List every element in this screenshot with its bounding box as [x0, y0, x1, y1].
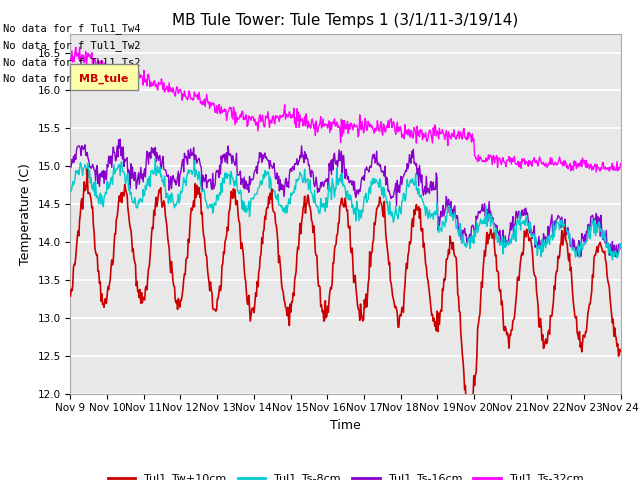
X-axis label: Time: Time — [330, 419, 361, 432]
Y-axis label: Temperature (C): Temperature (C) — [19, 163, 32, 264]
Legend: Tul1_Tw+10cm, Tul1_Ts-8cm, Tul1_Ts-16cm, Tul1_Ts-32cm: Tul1_Tw+10cm, Tul1_Ts-8cm, Tul1_Ts-16cm,… — [103, 469, 588, 480]
Text: No data for f Tul1_Tw4: No data for f Tul1_Tw4 — [3, 23, 141, 34]
Text: MB_tule: MB_tule — [79, 73, 128, 84]
Title: MB Tule Tower: Tule Temps 1 (3/1/11-3/19/14): MB Tule Tower: Tule Temps 1 (3/1/11-3/19… — [172, 13, 519, 28]
Text: No data for f Tul1_Ts2: No data for f Tul1_Ts2 — [3, 57, 141, 68]
Text: No data for f: No data for f — [3, 73, 84, 84]
Text: No data for f Tul1_Tw2: No data for f Tul1_Tw2 — [3, 40, 141, 51]
